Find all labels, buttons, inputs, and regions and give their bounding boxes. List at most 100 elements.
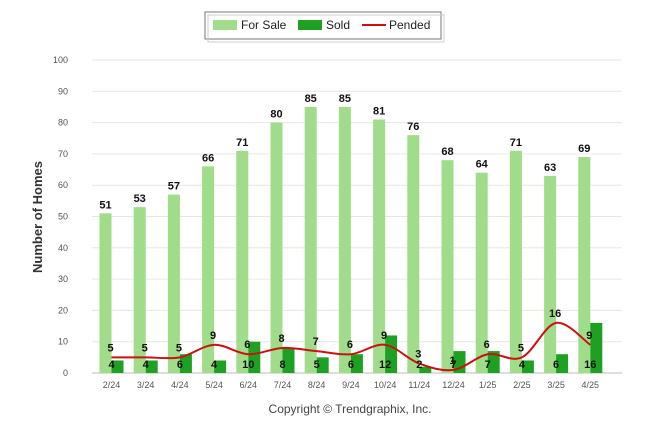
y-tick-label: 20 — [58, 305, 68, 315]
for-sale-bar — [304, 106, 317, 373]
sold-data-label: 5 — [314, 359, 320, 371]
legend-shadow — [207, 14, 445, 43]
copyright-text: Copyright © Trendgraphix, Inc. — [269, 402, 432, 416]
sold-data-label: 2 — [416, 359, 422, 371]
sold-data-label: 4 — [211, 359, 218, 371]
for-sale-bar — [544, 175, 557, 373]
pended-data-label: 6 — [244, 339, 250, 351]
for-sale-data-label: 51 — [99, 199, 111, 211]
pended-data-label: 8 — [278, 333, 284, 345]
x-tick-label: 3/25 — [547, 380, 565, 390]
y-tick-label: 100 — [53, 55, 68, 65]
legend-label-pended: Pended — [389, 18, 430, 32]
x-tick-label: 1/25 — [479, 380, 497, 390]
pended-data-label: 7 — [313, 336, 319, 348]
for-sale-bar — [99, 213, 112, 373]
for-sale-bar — [133, 207, 146, 373]
pended-data-label: 16 — [549, 308, 561, 320]
sold-bar — [350, 354, 363, 373]
data-labels: 5145345766647110808855856811276268764771… — [99, 93, 596, 371]
sold-bar — [521, 360, 534, 373]
bars — [99, 106, 603, 373]
y-tick-label: 50 — [58, 212, 68, 222]
for-sale-bar — [475, 172, 488, 373]
x-tick-label: 6/24 — [240, 380, 258, 390]
for-sale-data-label: 71 — [510, 137, 522, 149]
sold-data-label: 4 — [108, 359, 115, 371]
sold-bar — [487, 351, 500, 373]
pended-data-label: 5 — [107, 342, 113, 354]
sold-data-label: 4 — [519, 359, 526, 371]
sold-bar — [179, 354, 192, 373]
for-sale-bar — [509, 150, 522, 373]
for-sale-data-label: 85 — [305, 93, 317, 105]
legend-box — [204, 11, 442, 40]
x-tick-label: 5/24 — [205, 380, 223, 390]
sold-data-label: 6 — [348, 359, 354, 371]
sold-bar — [214, 360, 227, 373]
x-tick-label: 4/24 — [171, 380, 189, 390]
sold-data-label: 6 — [177, 359, 183, 371]
legend-label-for-sale: For Sale — [241, 18, 287, 32]
y-tick-label: 80 — [58, 118, 68, 128]
for-sale-data-label: 69 — [578, 143, 590, 155]
x-tick-label: 3/24 — [137, 380, 155, 390]
for-sale-bar — [578, 157, 591, 373]
x-tick-label: 9/24 — [342, 380, 360, 390]
for-sale-data-label: 76 — [407, 121, 419, 133]
sold-bar — [248, 341, 261, 373]
x-tick-label: 4/25 — [582, 380, 600, 390]
pended-data-label: 9 — [586, 330, 592, 342]
sold-data-label: 16 — [584, 359, 596, 371]
legend-swatch-sold — [298, 20, 322, 30]
pended-data-label: 5 — [176, 342, 182, 354]
for-sale-data-label: 57 — [168, 181, 180, 193]
for-sale-data-label: 81 — [373, 105, 385, 117]
x-tick-label: 2/25 — [513, 380, 531, 390]
x-tick-label: 12/24 — [442, 380, 465, 390]
pended-data-label: 9 — [381, 330, 387, 342]
sold-data-label: 12 — [379, 359, 391, 371]
pended-data-label: 6 — [484, 339, 490, 351]
x-tick-label: 7/24 — [274, 380, 292, 390]
for-sale-bar — [373, 119, 386, 373]
for-sale-data-label: 53 — [134, 193, 146, 205]
for-sale-data-label: 63 — [544, 162, 556, 174]
y-tick-label: 90 — [58, 86, 68, 96]
for-sale-data-label: 80 — [270, 109, 282, 121]
sold-data-label: 7 — [485, 359, 491, 371]
sold-data-label: 7 — [450, 359, 456, 371]
for-sale-data-label: 64 — [476, 159, 489, 171]
y-tick-label: 0 — [63, 368, 68, 378]
sold-data-label: 6 — [553, 359, 559, 371]
sold-bar — [419, 366, 432, 373]
legend-label-sold: Sold — [326, 18, 350, 32]
for-sale-bar — [270, 122, 283, 373]
y-tick-label: 60 — [58, 180, 68, 190]
x-tick-label: 8/24 — [308, 380, 326, 390]
sold-bar — [111, 360, 124, 373]
y-tick-labels: 0 10 20 30 40 50 60 70 80 90 100 — [53, 55, 68, 378]
x-tick-labels: 2/24 3/24 4/24 5/24 6/24 7/24 8/24 9/24 10/24 11/… — [103, 380, 599, 390]
for-sale-data-label: 68 — [441, 146, 453, 158]
sold-data-label: 4 — [143, 359, 150, 371]
for-sale-bar — [407, 135, 420, 373]
y-tick-label: 10 — [58, 337, 68, 347]
for-sale-bar — [167, 194, 180, 373]
pended-data-label: 5 — [518, 342, 524, 354]
x-tick-label: 11/24 — [408, 380, 430, 390]
y-tick-label: 40 — [58, 243, 68, 253]
pended-data-label: 9 — [210, 330, 216, 342]
for-sale-bar — [202, 166, 215, 373]
sold-data-label: 10 — [242, 359, 254, 371]
for-sale-data-label: 66 — [202, 152, 214, 164]
for-sale-data-label: 85 — [339, 93, 351, 105]
sold-bar — [556, 354, 569, 373]
sold-bar — [282, 347, 295, 373]
for-sale-data-label: 71 — [236, 137, 248, 149]
for-sale-bar — [236, 150, 249, 373]
legend-swatch-for-sale — [213, 20, 237, 30]
grid — [92, 59, 622, 374]
pended-data-label: 1 — [449, 355, 455, 367]
